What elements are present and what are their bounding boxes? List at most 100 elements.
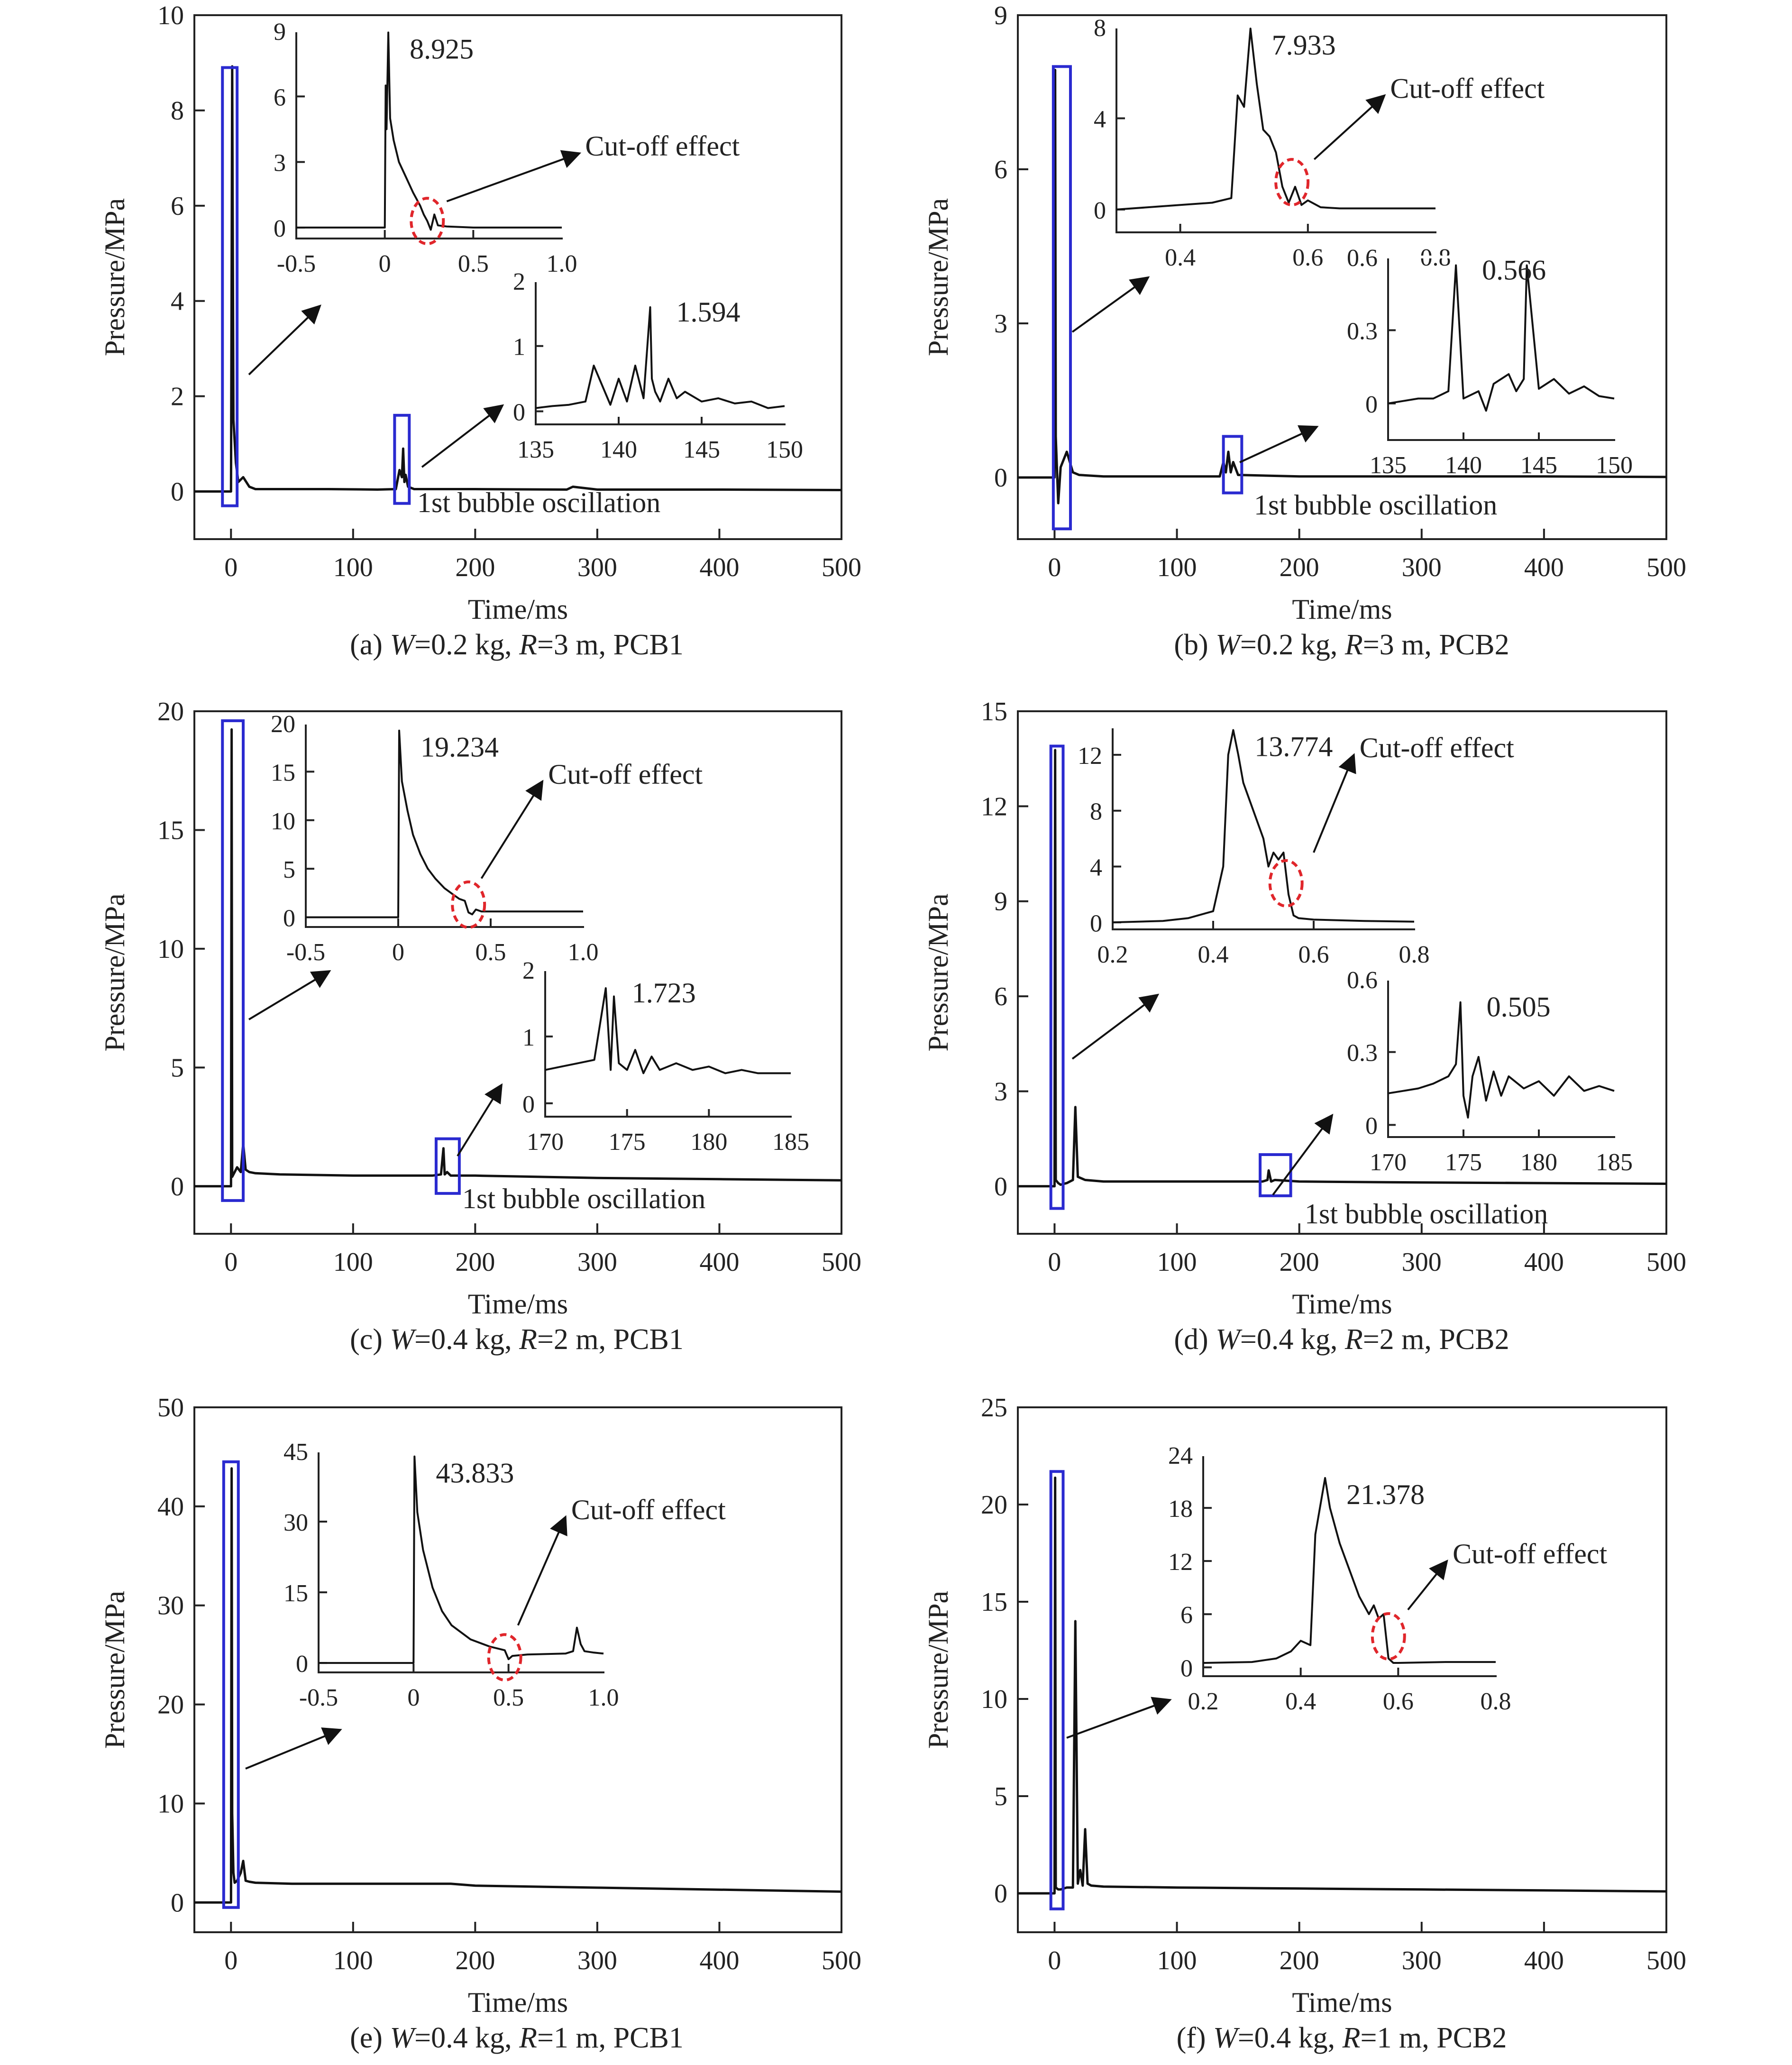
- peak-inset-axis-xtick-label: -0.5: [277, 250, 316, 277]
- main-axis-xtick-label: 0: [1048, 553, 1061, 582]
- x-axis-label: Time/ms: [468, 594, 568, 625]
- bubble-inset-arrow: [457, 1083, 503, 1157]
- main-axis-ytick-label: 5: [994, 1782, 1007, 1811]
- panel-caption: (c) W=0.4 kg, R=2 m, PCB1: [350, 1323, 684, 1356]
- peak-inset-axis-xtick-label: -0.5: [299, 1684, 338, 1711]
- main-axis-xtick-label: 400: [1524, 1248, 1564, 1277]
- bubble-inset-arrow: [421, 404, 504, 468]
- cutoff-circle: [1371, 1612, 1406, 1661]
- bubble-box: [434, 1137, 461, 1195]
- main-axis-xtick-label: 200: [1280, 1248, 1319, 1277]
- peak-inset-axis-ytick-label: 15: [271, 759, 295, 786]
- panel-d: 0 100 200 300 400 50003691215Time/msPressure/…: [923, 697, 1686, 1356]
- peak-inset-arrow: [245, 1727, 342, 1770]
- bubble-inset-arrow: [1239, 425, 1319, 463]
- main-axis-xtick-label: 0: [224, 1946, 238, 1975]
- main-axis-xtick-label: 0: [224, 1248, 238, 1277]
- main-axis-ytick-label: 0: [994, 1879, 1007, 1909]
- peak-inset-axis-xtick-label: 0.5: [493, 1684, 524, 1711]
- peak-inset-axis-ytick-label: 0: [1090, 910, 1102, 937]
- x-axis-label: Time/ms: [1292, 1987, 1392, 2018]
- peak-inset-axis-xtick-label: 0.4: [1165, 244, 1196, 271]
- bubble-inset-axis-xtick-label: 135: [1370, 452, 1407, 479]
- cutoff-circle: [410, 197, 445, 246]
- main-axis-ytick-label: 0: [994, 1172, 1007, 1202]
- main-axis-frame: [193, 1406, 842, 1933]
- peak-inset-axis-ytick-label: 10: [271, 808, 295, 835]
- main-axis-xtick-label: 200: [455, 1946, 495, 1975]
- bubble-inset: 135 140 145 150 0 1 2 1.594: [513, 268, 803, 463]
- main-axis-xtick-label: 500: [822, 1946, 861, 1975]
- peak-inset: -0.5 0 0.5 1.0 0 15 30 45 43.833 Cut-off effect: [283, 1439, 726, 1711]
- main-axis-xtick-label: 100: [1157, 553, 1197, 582]
- peak-inset-axis-ytick-label: 45: [283, 1439, 308, 1466]
- main-axis-xtick-label: 200: [455, 553, 495, 582]
- main-axis-xtick-label: 100: [1157, 1946, 1197, 1975]
- peak-inset-axis-ytick-label: 0: [1180, 1655, 1193, 1682]
- x-axis-label: Time/ms: [1292, 1288, 1392, 1320]
- main-axis-ytick-label: 15: [981, 697, 1007, 726]
- main-axis-xtick-label: 100: [333, 1248, 373, 1277]
- cutoff-effect-label: Cut-off effect: [1453, 1538, 1607, 1569]
- peak-inset-axis-xtick-label: 0.6: [1383, 1688, 1414, 1715]
- peak-inset-axis-ytick-label: 8: [1094, 15, 1106, 42]
- peak-inset-axis-ytick-label: 0: [283, 905, 295, 932]
- peak-inset-arrow: [1071, 993, 1160, 1060]
- peak-inset-line: [1203, 1477, 1496, 1664]
- bubble-oscillation-label: 1st bubble oscillation: [417, 487, 660, 518]
- main-axis-xtick-label: 400: [699, 1248, 739, 1277]
- peak-inset-line: [306, 729, 583, 918]
- main-axis-ytick-label: 12: [981, 792, 1007, 821]
- cutoff-circle: [451, 880, 486, 929]
- cutoff-arrow: [446, 150, 582, 202]
- bubble-inset-axis-xtick-label: 145: [1520, 452, 1557, 479]
- main-axis-frame: [1017, 1406, 1667, 1933]
- caption-part: (d): [1174, 1323, 1216, 1356]
- bubble-peak-label: 1.594: [677, 296, 741, 328]
- caption-part: R: [519, 629, 537, 661]
- caption-part: =2 m, PCB1: [537, 1323, 684, 1356]
- main-axis-ytick-label: 15: [157, 816, 184, 845]
- bubble-inset-axis-ytick-label: 0: [1365, 391, 1378, 418]
- y-axis-label: Pressure/MPa: [99, 198, 130, 356]
- caption-part: R: [519, 2022, 537, 2054]
- bubble-inset-line: [1388, 264, 1615, 412]
- main-axis-ytick-label: 30: [157, 1591, 184, 1621]
- peak-inset-axis-ytick-label: 15: [283, 1580, 308, 1607]
- peak-inset-axis-ytick-label: 6: [274, 84, 286, 111]
- peak-inset-axis-ytick-label: 30: [283, 1509, 308, 1536]
- caption-part: =0.4 kg,: [414, 1323, 519, 1356]
- y-axis-label: Pressure/MPa: [99, 893, 130, 1051]
- main-axis-xtick-label: 500: [1646, 553, 1686, 582]
- cutoff-arrow: [517, 1515, 567, 1626]
- x-axis-label: Time/ms: [468, 1288, 568, 1320]
- bubble-inset-axis-xtick-label: 135: [517, 436, 554, 463]
- caption-part: W: [1216, 629, 1243, 661]
- y-axis-label: Pressure/MPa: [923, 1591, 954, 1749]
- panel-caption: (a) W=0.2 kg, R=3 m, PCB1: [350, 629, 684, 661]
- peak-inset-axis-ytick-label: 3: [274, 150, 286, 177]
- peak-inset-line: [1116, 28, 1435, 211]
- bubble-inset: 170 175 180 185 0 1 2 1.723: [522, 957, 809, 1156]
- bubble-oscillation-label: 1st bubble oscillation: [1305, 1198, 1548, 1230]
- bubble-inset-line: [545, 987, 791, 1074]
- peak-inset-axis-ytick-label: 4: [1090, 854, 1102, 881]
- peak-inset-axis-ytick-label: 4: [1094, 106, 1106, 133]
- bubble-inset-axis-ytick-label: 1: [522, 1024, 535, 1051]
- bubble-inset-axis-xtick-label: 150: [766, 436, 803, 463]
- main-axis-ytick-label: 9: [994, 1, 1007, 30]
- peak-inset-axis-ytick-label: 0: [1094, 197, 1106, 224]
- bubble-inset-axis-ytick-label: 0.6: [1347, 245, 1378, 272]
- main-axis-ytick-label: 5: [171, 1053, 184, 1083]
- bubble-inset-axis-xtick-label: 180: [690, 1129, 727, 1156]
- peak-inset-axis-xtick-label: 0.5: [475, 939, 506, 966]
- main-axis-ytick-label: 2: [171, 382, 184, 412]
- peak-inset-axis-xtick-label: 0.6: [1292, 244, 1323, 271]
- peak-inset-arrow: [248, 304, 321, 376]
- peak-inset-axis-ytick-label: 5: [283, 856, 295, 883]
- peak-inset-axis-xtick-label: 1.0: [588, 1684, 619, 1711]
- panel-caption: (d) W=0.4 kg, R=2 m, PCB2: [1174, 1323, 1509, 1356]
- cutoff-circle: [1268, 859, 1304, 908]
- peak-inset-axis-xtick-label: 0.4: [1198, 941, 1229, 968]
